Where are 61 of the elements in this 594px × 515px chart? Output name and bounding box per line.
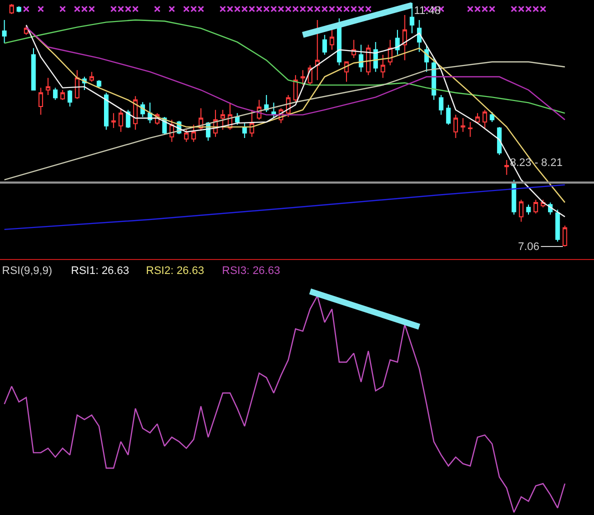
candlestick bbox=[89, 71, 94, 82]
candlestick bbox=[446, 104, 451, 126]
candlestick bbox=[250, 109, 254, 138]
candlestick bbox=[293, 74, 298, 103]
candlestick bbox=[562, 225, 568, 248]
candlestick bbox=[453, 114, 458, 138]
candlestick bbox=[31, 48, 36, 91]
candlestick bbox=[490, 112, 494, 122]
candlestick bbox=[330, 29, 334, 50]
candlestick bbox=[242, 122, 247, 138]
candlestick bbox=[533, 199, 538, 214]
candlestick bbox=[235, 112, 240, 126]
candlestick bbox=[46, 77, 50, 96]
candlestick bbox=[497, 126, 502, 156]
candlestick bbox=[373, 42, 378, 72]
candlestick bbox=[38, 87, 44, 116]
candlestick bbox=[126, 109, 130, 129]
candlestick bbox=[2, 20, 7, 44]
candlestick bbox=[344, 61, 349, 82]
candlestick bbox=[417, 20, 422, 52]
candlestick bbox=[395, 29, 400, 56]
candlestick bbox=[191, 124, 196, 142]
text: RSI2: 26.63 bbox=[146, 265, 204, 277]
candlestick bbox=[53, 87, 58, 100]
candlestick bbox=[518, 199, 524, 222]
candlestick bbox=[96, 80, 102, 88]
candlestick bbox=[410, 2, 414, 34]
candlestick bbox=[104, 92, 109, 130]
candlestick bbox=[358, 44, 364, 72]
candlestick bbox=[16, 6, 22, 13]
candlestick bbox=[504, 160, 509, 176]
candlestick bbox=[555, 209, 560, 242]
candlestick bbox=[460, 118, 466, 132]
text: RSI1: 26.63 bbox=[71, 265, 130, 277]
candlestick bbox=[68, 90, 72, 108]
candlestick bbox=[438, 94, 444, 116]
annotation: 7.06 bbox=[518, 241, 540, 253]
candlestick bbox=[133, 96, 138, 130]
candlestick bbox=[9, 4, 14, 14]
candlestick bbox=[526, 204, 531, 216]
candlestick bbox=[380, 54, 386, 78]
candlestick bbox=[184, 129, 189, 142]
candlestick bbox=[111, 112, 116, 129]
candlestick bbox=[74, 70, 80, 100]
candlestick bbox=[336, 18, 342, 66]
text: RSI(9,9,9) bbox=[2, 265, 52, 277]
candlestick bbox=[315, 20, 320, 81]
candlestick bbox=[118, 108, 124, 132]
candlestick bbox=[220, 109, 226, 130]
candlestick bbox=[402, 14, 408, 61]
annotation: 11.48 bbox=[414, 5, 441, 17]
candlestick bbox=[468, 121, 473, 138]
candlestick bbox=[512, 179, 516, 216]
candlestick bbox=[366, 44, 371, 76]
candlestick bbox=[482, 109, 488, 129]
candlestick bbox=[60, 90, 65, 100]
text: RSI3: 26.63 bbox=[222, 265, 280, 277]
candlestick bbox=[424, 44, 429, 72]
candlestick bbox=[322, 34, 327, 56]
candlestick bbox=[475, 112, 480, 124]
candlestick bbox=[300, 70, 306, 86]
